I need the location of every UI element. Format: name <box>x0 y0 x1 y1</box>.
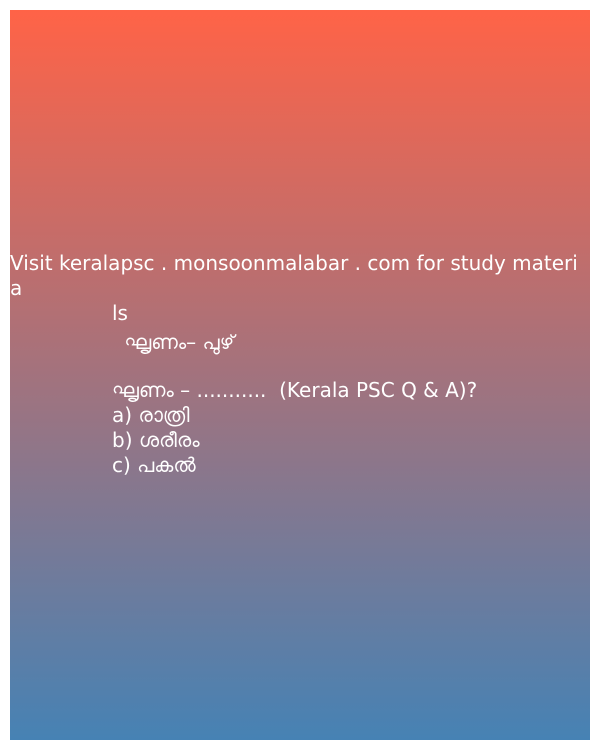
study-material-notice: Visit keralapsc . monsoonmalabar . com f… <box>10 251 590 326</box>
option-a: a) രാത്രി <box>112 403 190 427</box>
question-card: Visit keralapsc . monsoonmalabar . com f… <box>10 10 590 740</box>
notice-line-2: ls <box>112 301 128 325</box>
option-c: c) പകൽ <box>112 453 196 477</box>
question-text: ഘൃണം – ........... (Kerala PSC Q & A)? <box>112 378 478 402</box>
option-b: b) ശരീരം <box>112 428 200 452</box>
notice-line-1: Visit keralapsc . monsoonmalabar . com f… <box>10 251 578 300</box>
word-pair: ഘൃണം– പുഴ് <box>118 330 235 354</box>
answer-options: a) രാത്രി b) ശരീരം c) പകൽ <box>112 403 200 478</box>
